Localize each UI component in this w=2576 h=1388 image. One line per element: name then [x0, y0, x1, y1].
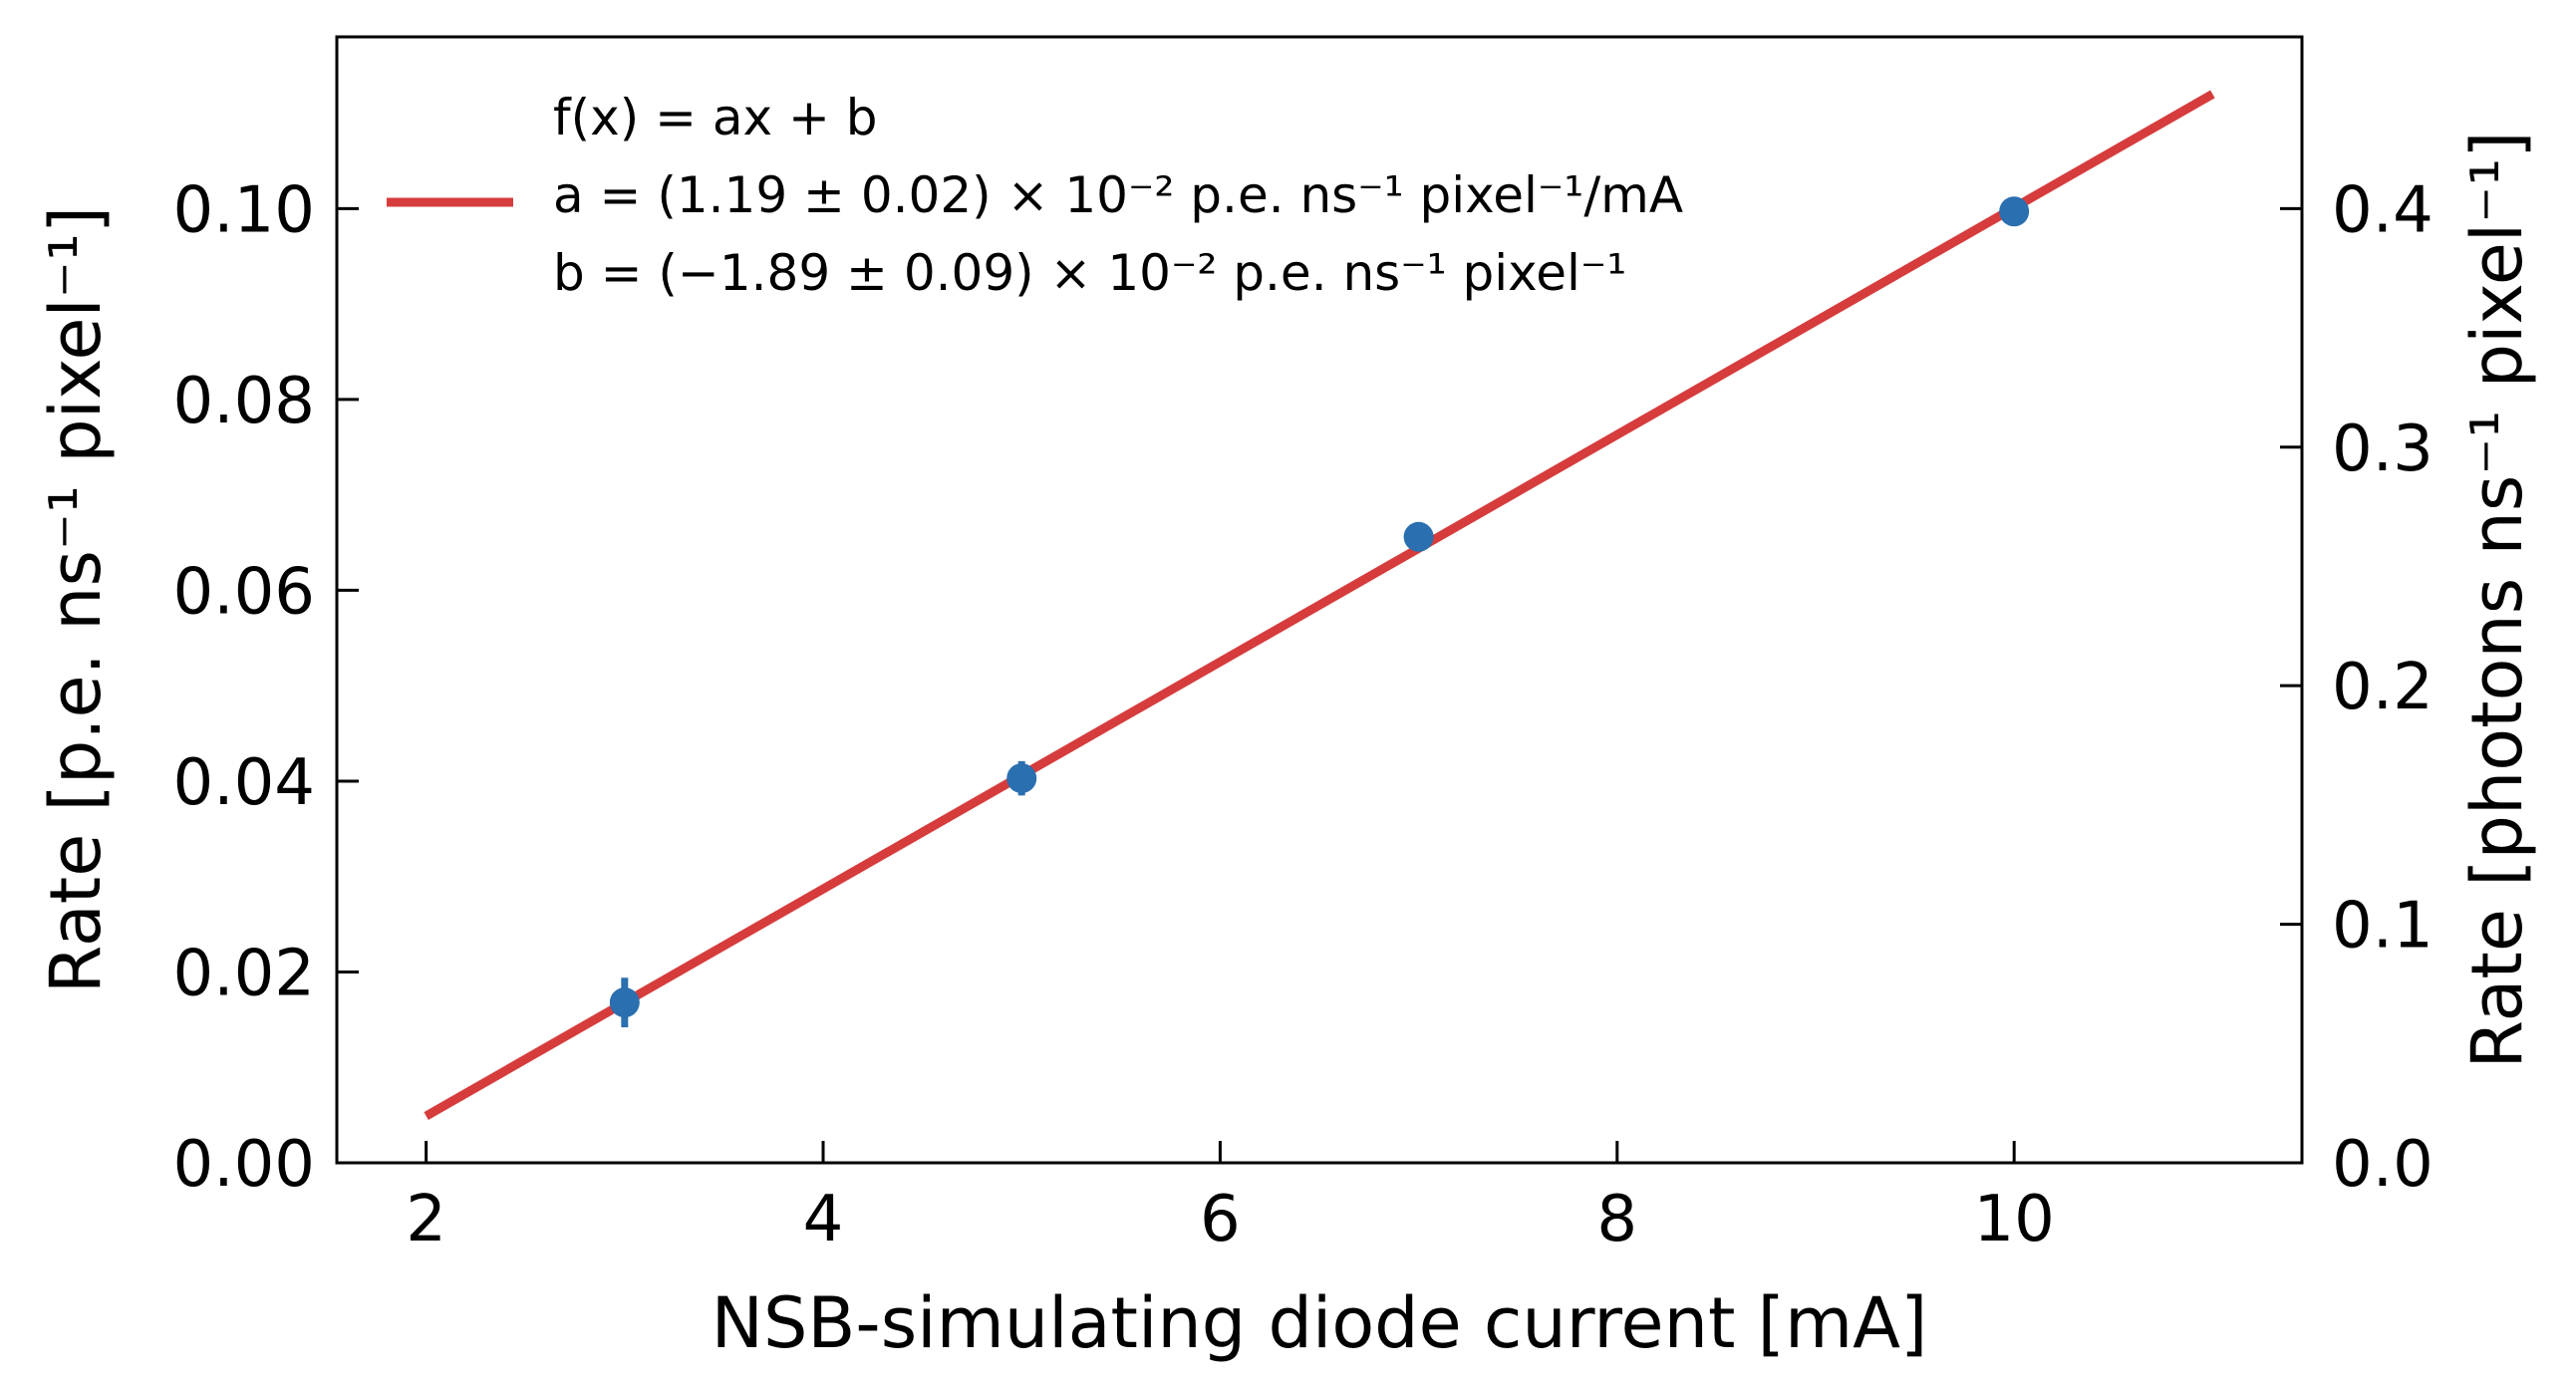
y-axis-left-title: Rate [p.e. ns⁻¹ pixel⁻¹] — [35, 206, 117, 993]
x-axis-title: NSB-simulating diode current [mA] — [712, 1282, 1928, 1364]
x-tick-label: 6 — [1200, 1183, 1241, 1256]
plot-frame — [335, 35, 2304, 1165]
data-point — [1999, 196, 2030, 227]
legend-fit-label-line-2: a = (1.19 ± 0.02) × 10⁻² p.e. ns⁻¹ pixel… — [553, 166, 1683, 224]
y-axis-left: 0.00 0.02 0.04 0.06 0.08 0.10 — [173, 173, 359, 1202]
x-tick-label: 4 — [803, 1183, 844, 1256]
x-tick-label: 10 — [1973, 1183, 2054, 1256]
x-tick-label: 2 — [406, 1183, 446, 1256]
y-left-tick-label: 0.06 — [173, 555, 316, 629]
plot-marks — [424, 90, 2215, 1120]
x-axis: 2 4 6 8 10 — [406, 1141, 2055, 1256]
fit-line — [424, 90, 2215, 1120]
y-left-tick-label: 0.08 — [173, 365, 316, 438]
legend: f(x) = ax + b a = (1.19 ± 0.02) × 10⁻² p… — [387, 89, 1683, 302]
data-point — [609, 987, 640, 1018]
x-tick-label: 8 — [1596, 1183, 1637, 1256]
y-right-tick-label: 0.0 — [2332, 1128, 2433, 1202]
legend-fit-label-line-1: f(x) = ax + b — [553, 89, 878, 146]
y-left-tick-label: 0.00 — [173, 1128, 316, 1202]
y-axis-right-title: Rate [photons ns⁻¹ pixel⁻¹] — [2456, 131, 2538, 1068]
y-left-tick-label: 0.10 — [173, 173, 316, 247]
data-point — [1403, 521, 1434, 552]
y-right-tick-label: 0.3 — [2332, 413, 2433, 486]
y-left-tick-label: 0.02 — [173, 937, 316, 1010]
legend-fit-label-line-3: b = (−1.89 ± 0.09) × 10⁻² p.e. ns⁻¹ pixe… — [553, 244, 1626, 302]
y-left-tick-label: 0.04 — [173, 746, 316, 820]
y-axis-right: 0.0 0.1 0.2 0.3 0.4 — [2280, 173, 2433, 1202]
y-right-tick-label: 0.4 — [2332, 173, 2433, 247]
y-right-tick-label: 0.1 — [2332, 890, 2433, 964]
data-point — [1006, 763, 1037, 794]
y-right-tick-label: 0.2 — [2332, 651, 2433, 724]
